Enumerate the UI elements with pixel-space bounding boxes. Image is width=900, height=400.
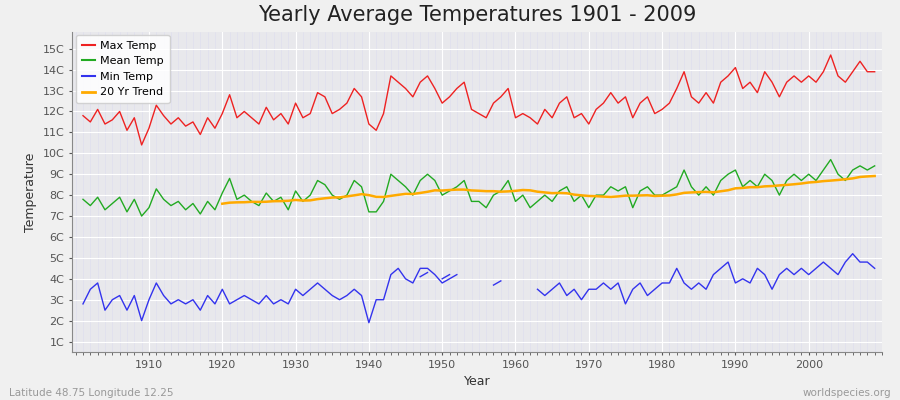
Text: worldspecies.org: worldspecies.org — [803, 388, 891, 398]
Legend: Max Temp, Mean Temp, Min Temp, 20 Yr Trend: Max Temp, Mean Temp, Min Temp, 20 Yr Tre… — [76, 35, 170, 103]
Text: Latitude 48.75 Longitude 12.25: Latitude 48.75 Longitude 12.25 — [9, 388, 174, 398]
X-axis label: Year: Year — [464, 375, 490, 388]
Y-axis label: Temperature: Temperature — [24, 152, 37, 232]
Title: Yearly Average Temperatures 1901 - 2009: Yearly Average Temperatures 1901 - 2009 — [257, 5, 697, 25]
